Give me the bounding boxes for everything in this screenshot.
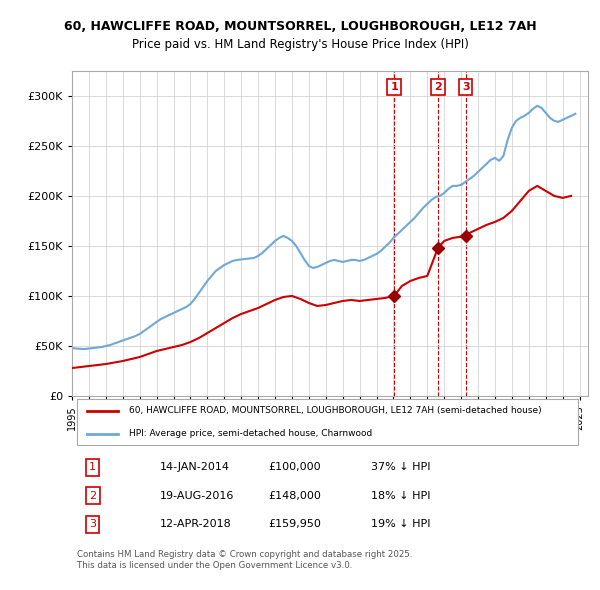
Text: 3: 3 [462,82,470,92]
Text: Price paid vs. HM Land Registry's House Price Index (HPI): Price paid vs. HM Land Registry's House … [131,38,469,51]
Text: 37% ↓ HPI: 37% ↓ HPI [371,462,431,472]
Text: 2: 2 [434,82,442,92]
Text: 3: 3 [89,519,96,529]
Text: HPI: Average price, semi-detached house, Charnwood: HPI: Average price, semi-detached house,… [129,429,372,438]
Text: 19-AUG-2016: 19-AUG-2016 [160,491,234,501]
Text: 1: 1 [89,462,96,472]
Text: 1: 1 [390,82,398,92]
Text: 18% ↓ HPI: 18% ↓ HPI [371,491,431,501]
Text: 12-APR-2018: 12-APR-2018 [160,519,232,529]
Text: £100,000: £100,000 [268,462,321,472]
Text: 2: 2 [89,491,96,501]
Text: Contains HM Land Registry data © Crown copyright and database right 2025.
This d: Contains HM Land Registry data © Crown c… [77,550,413,570]
Text: 60, HAWCLIFFE ROAD, MOUNTSORREL, LOUGHBOROUGH, LE12 7AH: 60, HAWCLIFFE ROAD, MOUNTSORREL, LOUGHBO… [64,20,536,33]
Text: 60, HAWCLIFFE ROAD, MOUNTSORREL, LOUGHBOROUGH, LE12 7AH (semi-detached house): 60, HAWCLIFFE ROAD, MOUNTSORREL, LOUGHBO… [129,406,541,415]
FancyBboxPatch shape [77,399,578,445]
Text: 19% ↓ HPI: 19% ↓ HPI [371,519,431,529]
Text: £148,000: £148,000 [268,491,321,501]
Text: 14-JAN-2014: 14-JAN-2014 [160,462,230,472]
Text: £159,950: £159,950 [268,519,321,529]
